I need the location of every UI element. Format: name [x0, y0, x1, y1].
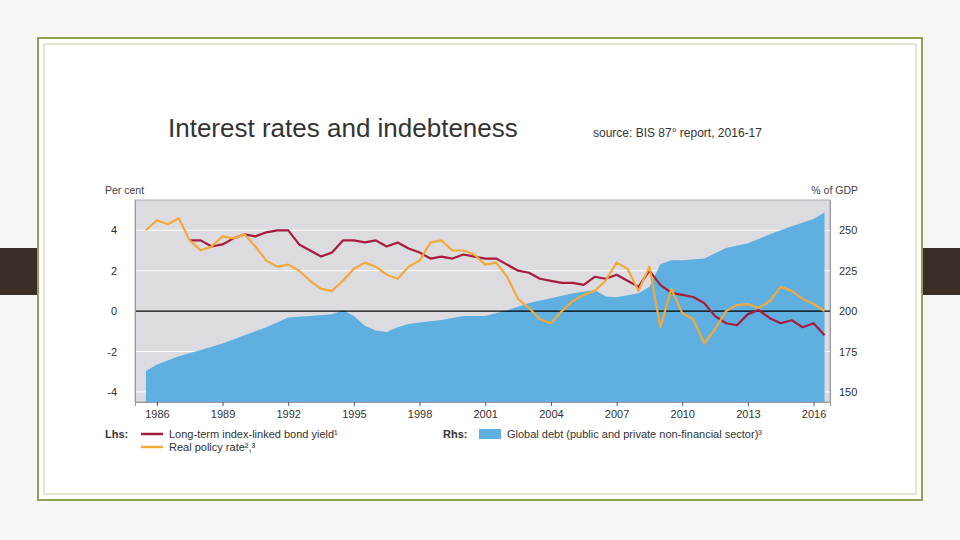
- area-layer: [146, 213, 825, 402]
- slide-frame: [38, 38, 922, 500]
- tick: 2001: [473, 402, 497, 420]
- tick: 0: [111, 305, 135, 317]
- legend-label: Global debt (public and private non-fina…: [507, 428, 762, 440]
- y2-axis: 150 175 200 225 250: [830, 201, 857, 403]
- tick-label: 1986: [145, 408, 169, 420]
- tick: 2: [111, 265, 135, 277]
- tick-label: 1998: [408, 408, 432, 420]
- tick: 175: [830, 346, 857, 358]
- tick-mark: [551, 402, 552, 406]
- grid-line: [135, 230, 830, 231]
- legend-label: Real policy rate²,³: [169, 441, 256, 453]
- tick-label: 1992: [276, 408, 300, 420]
- tick-label: 200: [839, 305, 857, 317]
- tick: 200: [830, 305, 857, 317]
- y-axis: -4 -2 0 2 4: [107, 201, 135, 403]
- tick-mark: [617, 402, 618, 406]
- tick-mark: [748, 402, 749, 406]
- slide-background: [0, 0, 960, 540]
- tick: 2004: [539, 402, 563, 420]
- line-layer: [146, 218, 825, 343]
- tick-label: 1989: [211, 408, 235, 420]
- tick-label: 2016: [802, 408, 826, 420]
- tick: 2016: [802, 402, 826, 420]
- y2-axis-label: % of GDP: [811, 184, 858, 196]
- axis-line: [136, 403, 831, 407]
- tick-mark: [288, 402, 289, 406]
- line: [190, 230, 825, 335]
- legend-swatch: [141, 433, 163, 436]
- title: Interest rates and indebteness: [168, 113, 518, 143]
- legend-label: Long-term index-linked bond yield¹: [169, 428, 338, 440]
- tick-label: 250: [839, 224, 857, 236]
- subtitle: source: BIS 87° report, 2016-17: [593, 126, 762, 140]
- tick: 1998: [408, 402, 432, 420]
- legend-group-label: Rhs:: [443, 428, 467, 440]
- tick-label: 2007: [605, 408, 629, 420]
- tick: 250: [830, 224, 857, 236]
- tick-label: 2004: [539, 408, 563, 420]
- tick-mark: [682, 402, 683, 406]
- tick-label: 2013: [736, 408, 760, 420]
- tick: 4: [111, 224, 135, 236]
- tick: 2013: [736, 402, 760, 420]
- x-axis: 1986 1989 1992 1995 1998 2001 2004 2007 2010 2013…: [136, 402, 831, 420]
- tick: 1986: [145, 402, 169, 420]
- tick: 2010: [671, 402, 695, 420]
- tick-label: -2: [107, 346, 117, 358]
- tick-label: 4: [111, 224, 117, 236]
- axis-line: [135, 201, 136, 403]
- tick: -4: [107, 386, 135, 398]
- legend-group-label: Lhs:: [105, 428, 128, 440]
- tick: 1992: [276, 402, 300, 420]
- tick-label: 175: [839, 346, 857, 358]
- tick-mark: [814, 402, 815, 406]
- legend: Lhs: Long-term index-linked bond yield¹Re…: [105, 428, 762, 453]
- tick-label: 150: [839, 386, 857, 398]
- tick-label: -4: [107, 386, 117, 398]
- legend-swatch: [479, 429, 501, 439]
- axis-line: [830, 201, 831, 403]
- tick-label: 2: [111, 265, 117, 277]
- slide-frame-inner: [44, 44, 916, 494]
- area: [146, 213, 825, 402]
- legend-swatch: [141, 446, 163, 449]
- tick-mark: [157, 402, 158, 406]
- tick-label: 225: [839, 265, 857, 277]
- tick-mark: [223, 402, 224, 406]
- tick-label: 2001: [473, 408, 497, 420]
- y-axis-label: Per cent: [105, 184, 144, 196]
- tick-label: 2010: [671, 408, 695, 420]
- tick: 1995: [342, 402, 366, 420]
- tick-mark: [420, 402, 421, 406]
- chart-background: [103, 183, 885, 463]
- slide: Interest rates and indebteness source: BI…: [0, 0, 960, 540]
- tick: 2007: [605, 402, 629, 420]
- plot-area: [135, 200, 830, 402]
- tick: -2: [107, 346, 135, 358]
- line: [146, 218, 825, 343]
- tick: 1989: [211, 402, 235, 420]
- tick-mark: [354, 402, 355, 406]
- tick-label: 1995: [342, 408, 366, 420]
- tick: 150: [830, 386, 857, 398]
- tick: 225: [830, 265, 857, 277]
- tick-mark: [485, 402, 486, 406]
- tick-label: 0: [111, 305, 117, 317]
